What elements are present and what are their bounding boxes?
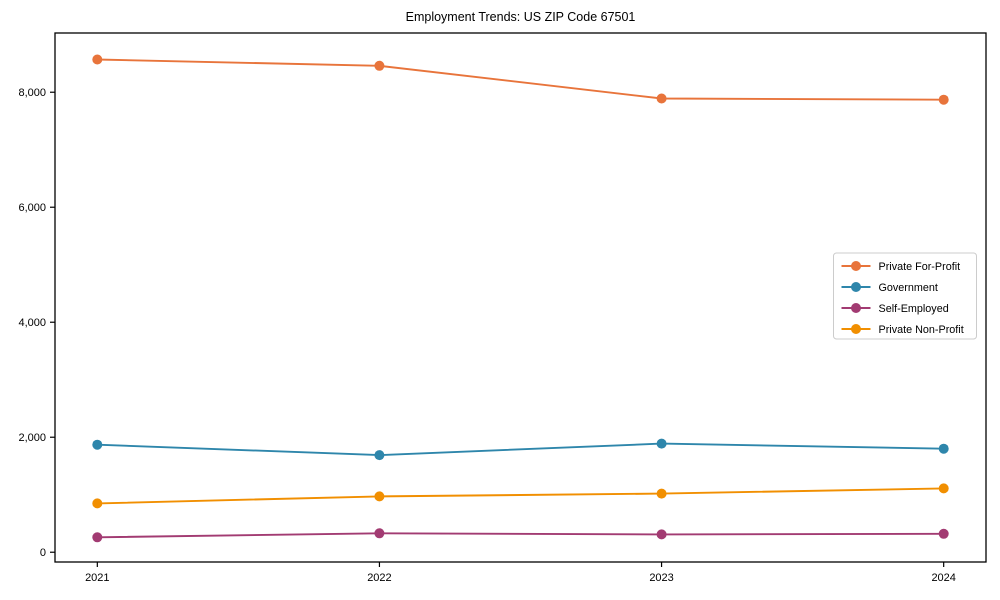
- series-marker-0: [92, 54, 103, 65]
- series-marker-3: [92, 498, 103, 509]
- series-marker-2: [938, 528, 949, 539]
- series-line-2: [97, 532, 944, 539]
- x-tick-label: 2024: [931, 572, 955, 584]
- series-marker-2: [374, 528, 385, 539]
- series-line-0: [97, 58, 944, 101]
- series-marker-0: [656, 93, 667, 104]
- series-line-3: [97, 487, 944, 505]
- series-marker-3: [656, 488, 667, 499]
- legend-label: Self-Employed: [879, 303, 949, 315]
- chart-title: Employment Trends: US ZIP Code 67501: [405, 10, 636, 24]
- series-marker-1: [938, 443, 949, 454]
- legend-label: Private Non-Profit: [879, 324, 964, 336]
- legend-box: [833, 252, 977, 340]
- series-marker-1: [656, 438, 667, 449]
- legend-label: Government: [879, 282, 938, 294]
- y-tick-label: 2,000: [18, 432, 46, 444]
- x-tick-label: 2022: [367, 572, 391, 584]
- series-marker-3: [374, 491, 385, 502]
- series-marker-0: [938, 94, 949, 105]
- legend-label: Private For-Profit: [879, 261, 961, 273]
- legend-marker: [851, 324, 861, 334]
- y-tick-label: 8,000: [18, 87, 46, 99]
- series-marker-1: [374, 450, 385, 461]
- y-tick-label: 4,000: [18, 317, 46, 329]
- series-marker-2: [92, 532, 103, 543]
- x-tick-label: 2023: [649, 572, 673, 584]
- series-marker-3: [938, 483, 949, 494]
- series-marker-0: [374, 60, 385, 71]
- series-marker-1: [92, 439, 103, 450]
- series-line-1: [97, 442, 944, 457]
- axes-frame: [54, 32, 987, 563]
- series-marker-2: [656, 529, 667, 540]
- x-tick-label: 2021: [85, 572, 109, 584]
- legend-marker: [851, 282, 861, 292]
- y-tick-label: 0: [40, 547, 46, 559]
- legend-marker: [851, 303, 861, 313]
- legend-marker: [851, 261, 861, 271]
- y-tick-label: 6,000: [18, 202, 46, 214]
